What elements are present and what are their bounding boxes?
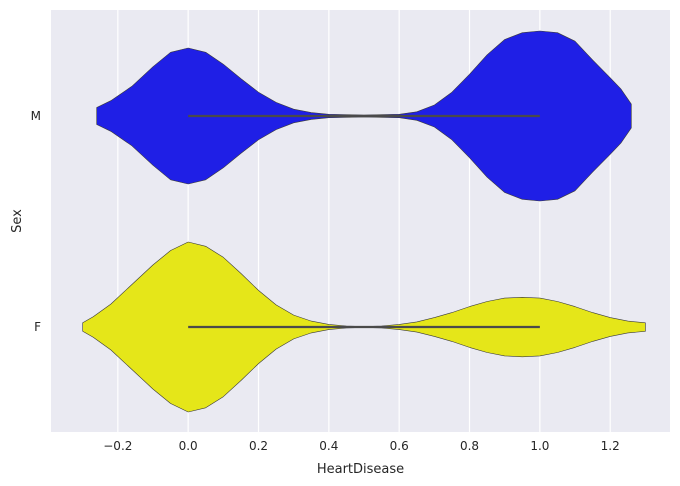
- violins: [82, 30, 646, 413]
- y-tick-label: F: [34, 320, 41, 334]
- x-tick-labels: −0.2 0.0 0.2 0.4 0.6 0.8 1.0 1.2: [103, 439, 620, 453]
- x-tick-label: 0.6: [390, 439, 409, 453]
- x-tick-label: 1.0: [530, 439, 549, 453]
- x-tick-label: 0.0: [179, 439, 198, 453]
- x-tick-label: −0.2: [103, 439, 132, 453]
- y-tick-labels: MF: [31, 109, 41, 334]
- x-axis-label: HeartDisease: [317, 462, 404, 477]
- x-tick-label: 0.4: [319, 439, 338, 453]
- x-tick-label: 0.8: [460, 439, 479, 453]
- x-tick-label: 0.2: [249, 439, 268, 453]
- y-axis-label: Sex: [10, 209, 25, 233]
- y-tick-label: M: [31, 109, 41, 123]
- x-tick-label: 1.2: [601, 439, 620, 453]
